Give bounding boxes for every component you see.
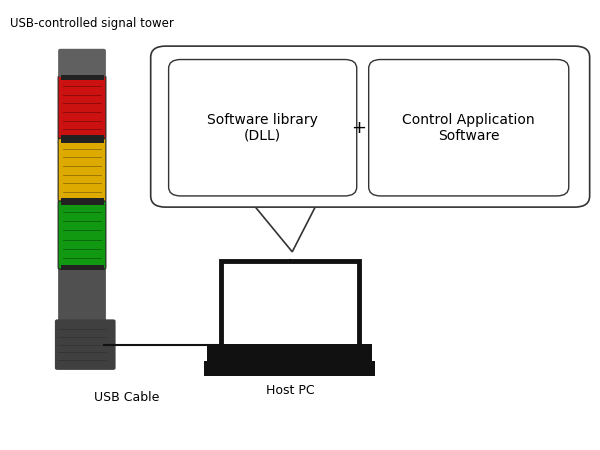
FancyBboxPatch shape — [58, 49, 106, 77]
Bar — [61, 135, 104, 140]
Polygon shape — [246, 196, 321, 252]
FancyBboxPatch shape — [58, 201, 106, 269]
Bar — [205, 361, 374, 376]
Bar — [61, 137, 104, 143]
FancyBboxPatch shape — [55, 320, 116, 370]
FancyBboxPatch shape — [58, 266, 106, 323]
FancyBboxPatch shape — [58, 76, 106, 140]
FancyBboxPatch shape — [58, 138, 106, 202]
Text: USB-controlled signal tower: USB-controlled signal tower — [10, 17, 174, 30]
Bar — [61, 265, 104, 270]
Bar — [208, 344, 371, 361]
FancyBboxPatch shape — [368, 59, 569, 196]
FancyBboxPatch shape — [151, 46, 590, 207]
Bar — [61, 75, 104, 80]
Bar — [221, 261, 359, 346]
Text: Software library
(DLL): Software library (DLL) — [207, 112, 318, 143]
Bar — [61, 198, 104, 203]
Text: USB Cable: USB Cable — [94, 391, 160, 404]
Text: +: + — [351, 118, 366, 136]
Text: Control Application
Software: Control Application Software — [403, 112, 535, 143]
Bar — [61, 200, 104, 205]
FancyBboxPatch shape — [169, 59, 357, 196]
Text: Host PC: Host PC — [266, 384, 314, 397]
